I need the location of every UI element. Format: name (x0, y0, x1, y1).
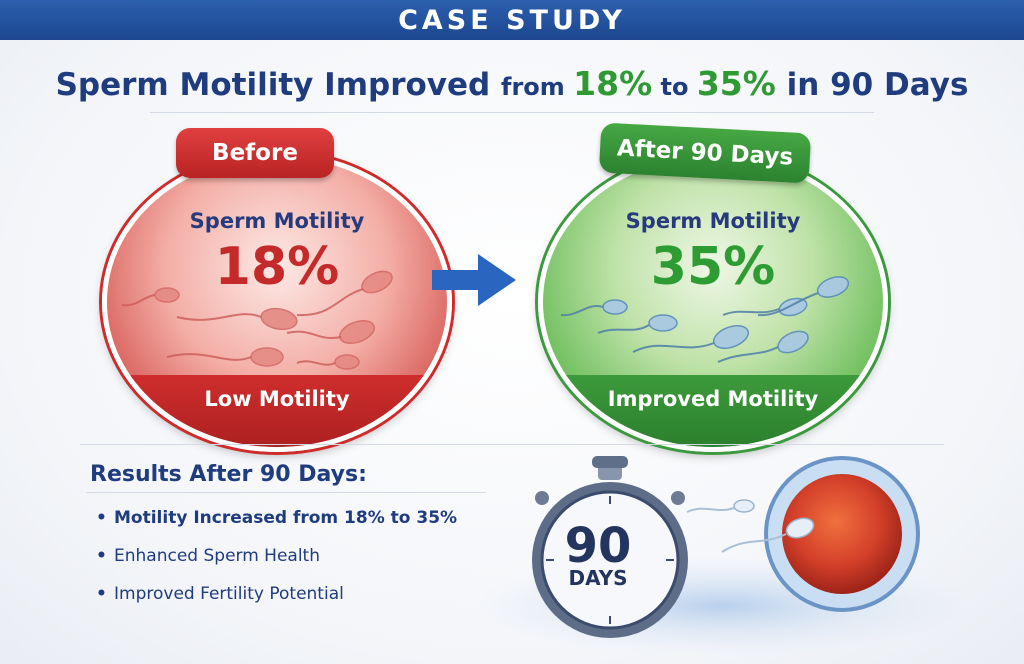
before-label: Sperm Motility (189, 209, 365, 233)
list-item: • Improved Fertility Potential (96, 584, 457, 622)
bullet-icon: • (96, 508, 107, 528)
bullet-icon: • (96, 546, 107, 566)
headline-divider (150, 112, 874, 113)
section-divider (80, 444, 944, 445)
improved-motility-sperm-illustration (560, 276, 850, 363)
list-item: • Enhanced Sperm Health (96, 546, 457, 584)
before-tag: Before (176, 128, 334, 178)
headline-to: to (652, 73, 697, 101)
before-footer: Low Motility (107, 375, 447, 447)
after-label: Sperm Motility (625, 209, 801, 233)
headline-part2: in 90 Days (775, 67, 969, 103)
after-value: 35% (650, 237, 776, 297)
header-bar: CASE STUDY (0, 0, 1024, 40)
bullet-icon: • (96, 584, 107, 604)
headline-after-pct: 35% (696, 64, 776, 103)
right-arrow-icon (432, 254, 516, 306)
after-footer-text: Improved Motility (607, 387, 819, 411)
stopwatch-number: 90 (564, 518, 632, 574)
headline-part1: Sperm Motility Improved (55, 67, 502, 103)
result-text: Improved Fertility Potential (114, 584, 344, 604)
stopwatch-egg-illustration (482, 456, 962, 656)
result-text: Motility Increased from 18% to 35% (114, 508, 458, 528)
before-circle: Sperm Motility 18% Low Motility (102, 152, 452, 452)
results-title: Results After 90 Days: (90, 462, 367, 487)
after-footer: Improved Motility (543, 375, 883, 447)
stopwatch-unit: DAYS (568, 566, 628, 590)
low-motility-sperm-illustration (121, 270, 393, 370)
list-item: • Motility Increased from 18% to 35% (96, 508, 457, 546)
before-value: 18% (214, 237, 340, 297)
sperm-icon (733, 499, 815, 539)
egg-cell-icon (782, 474, 902, 594)
result-text: Enhanced Sperm Health (114, 546, 321, 566)
headline-from: from (501, 73, 574, 101)
header-title: CASE STUDY (398, 4, 626, 36)
before-footer-text: Low Motility (204, 387, 350, 411)
results-list: • Motility Increased from 18% to 35% • Enh… (96, 508, 457, 622)
results-divider (86, 492, 486, 493)
headline-before-pct: 18% (573, 64, 653, 103)
headline: Sperm Motility Improved from 18% to 35% … (0, 64, 1024, 103)
after-circle: Sperm Motility 35% Improved Motility (538, 152, 888, 452)
